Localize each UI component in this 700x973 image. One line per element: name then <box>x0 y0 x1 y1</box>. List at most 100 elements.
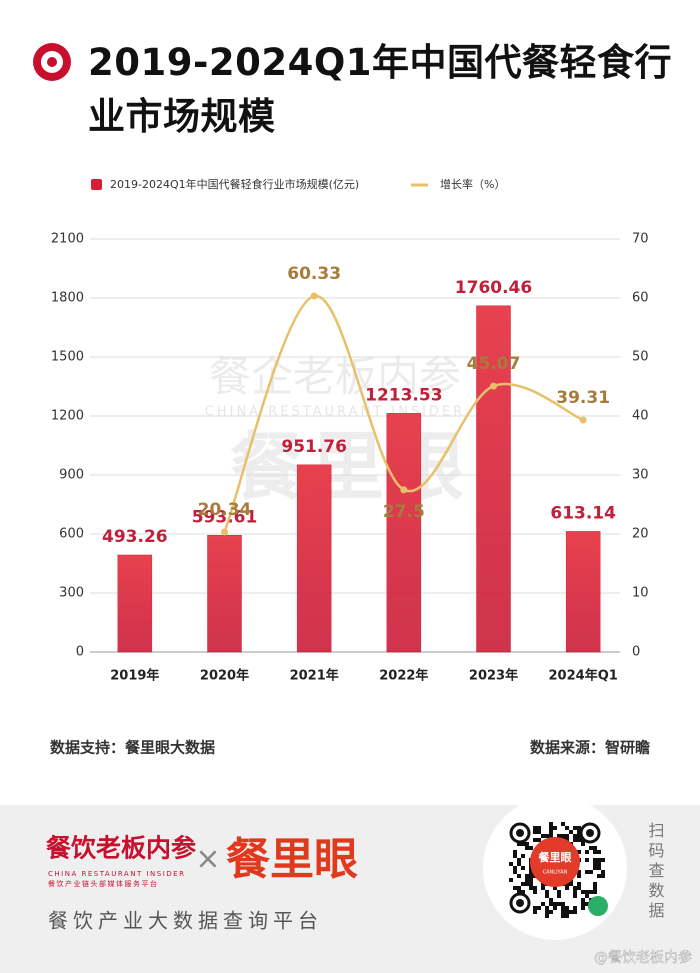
qr-module <box>549 826 553 830</box>
qr-module <box>577 874 581 878</box>
title: 2019-2024Q1年中国代餐轻食行业市场规模 <box>88 41 673 138</box>
qr-module <box>585 894 589 898</box>
qr-logo <box>530 837 580 887</box>
qr-module <box>529 882 533 886</box>
footer-brand1: 餐饮老板内参 <box>46 834 196 863</box>
growth-value-label: 60.33 <box>287 264 341 284</box>
qr-module <box>545 910 549 914</box>
qr-module <box>573 826 577 830</box>
growth-point <box>490 382 497 390</box>
qr-module <box>553 902 557 906</box>
qr-module <box>573 834 577 838</box>
qr-module <box>549 910 553 914</box>
x-tick-label: 2020年 <box>200 668 249 684</box>
qr-module <box>581 890 585 894</box>
qr-module <box>573 890 577 894</box>
qr-module <box>545 894 549 898</box>
qr-module <box>513 886 517 890</box>
x-tick-label: 2023年 <box>469 668 518 684</box>
qr-module <box>569 882 573 886</box>
qr-module <box>581 898 585 902</box>
qr-module <box>557 902 561 906</box>
data-source: 数据来源：智研瞻 <box>530 739 650 757</box>
qr-finder-dot <box>516 829 524 837</box>
qr-module <box>529 870 533 874</box>
qr-module <box>565 886 569 890</box>
qr-module <box>521 866 525 870</box>
qr-module <box>581 842 585 846</box>
growth-point <box>579 416 587 424</box>
qr-module <box>561 906 565 910</box>
y2-tick-label: 20 <box>632 527 649 542</box>
qr-module <box>581 902 585 906</box>
watermark-sub: CHINA RESTAURANT INSIDER <box>205 405 465 420</box>
qr-module <box>565 910 569 914</box>
qr-finder-dot <box>516 899 524 907</box>
y2-tick-label: 50 <box>632 350 649 365</box>
footer-brand1-en: CHINA RESTAURANT INSIDER <box>48 870 185 878</box>
y2-tick-label: 70 <box>632 232 649 247</box>
qr-module <box>585 890 589 894</box>
qr-module <box>521 854 525 858</box>
growth-value-label: 39.31 <box>556 388 610 408</box>
qr-module <box>513 850 517 854</box>
qr-module <box>533 838 537 842</box>
qr-module <box>601 874 605 878</box>
qr-module <box>525 842 529 846</box>
y-tick-label: 1800 <box>51 291 84 306</box>
data-support: 数据支持：餐里眼大数据 <box>50 739 215 757</box>
qr-module <box>525 874 529 878</box>
bar-value-label: 1213.53 <box>365 385 442 405</box>
y-tick-label: 0 <box>76 645 84 660</box>
bar-value-label: 1760.46 <box>455 278 532 298</box>
qr-module <box>565 906 569 910</box>
qr-module <box>517 858 521 862</box>
qr-module <box>557 890 561 894</box>
qr-module <box>589 846 593 850</box>
qr-module <box>549 822 553 826</box>
qr-module <box>565 838 569 842</box>
qr-module <box>593 850 597 854</box>
bar-value-label: 593.61 <box>192 507 258 527</box>
growth-value-label: 20.34 <box>198 500 252 520</box>
qr-module <box>517 886 521 890</box>
qr-module <box>533 910 537 914</box>
qr-module <box>537 906 541 910</box>
qr-module <box>525 846 529 850</box>
y-tick-label: 300 <box>59 586 84 601</box>
bar <box>476 305 511 653</box>
qr-module <box>537 838 541 842</box>
y2-tick-label: 30 <box>632 468 649 483</box>
qr-module <box>593 846 597 850</box>
qr-module <box>533 886 537 890</box>
y2-tick-label: 10 <box>632 586 649 601</box>
qr-module <box>569 910 573 914</box>
qr-module <box>549 834 553 838</box>
qr-module <box>545 906 549 910</box>
bar-value-label: 493.26 <box>102 527 168 547</box>
qr-module <box>537 830 541 834</box>
qr-module <box>581 906 585 910</box>
footer-brand2: 餐里眼 <box>226 834 358 885</box>
qr-module <box>509 862 513 866</box>
qr-module <box>577 850 581 854</box>
qr-module <box>529 874 533 878</box>
qr-module <box>597 874 601 878</box>
legend-label: 增长率（%） <box>440 177 505 191</box>
qr-module <box>593 862 597 866</box>
qr-module <box>517 874 521 878</box>
qr-module <box>541 834 545 838</box>
growth-value-label: 27.5 <box>383 502 425 522</box>
x-tick-label: 2019年 <box>110 668 159 684</box>
qr-module <box>517 890 521 894</box>
qr-finder-dot <box>586 829 594 837</box>
qr-module <box>557 894 561 898</box>
qr-module <box>517 862 521 866</box>
growth-line <box>223 294 584 533</box>
qr-module <box>589 890 593 894</box>
qr-module <box>553 886 557 890</box>
qr-module <box>561 914 565 918</box>
qr-module <box>573 906 577 910</box>
y-tick-label: 2100 <box>51 232 84 247</box>
